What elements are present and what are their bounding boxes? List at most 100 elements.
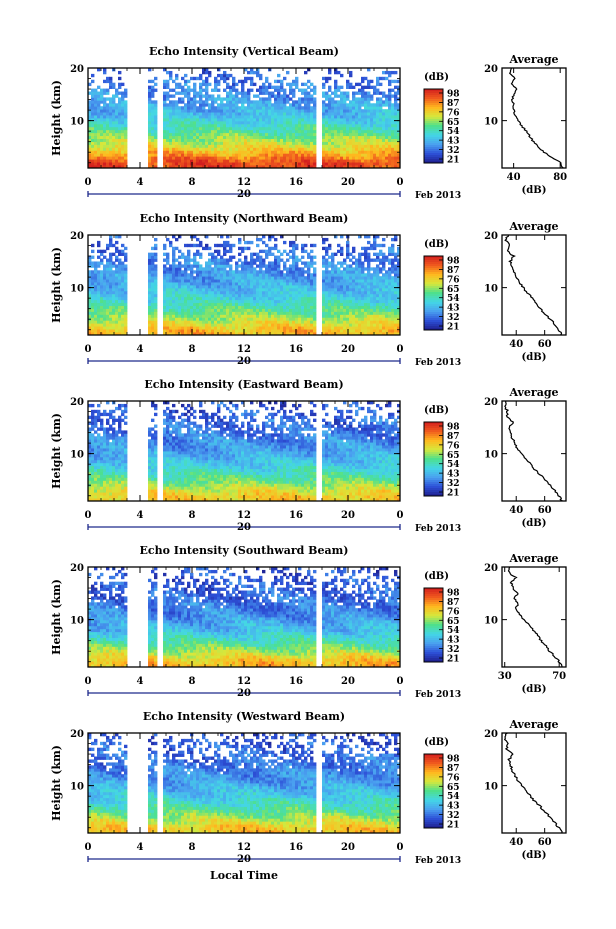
heatmap-cell (376, 141, 380, 145)
heatmap-cell (115, 129, 119, 134)
heatmap-cell (325, 258, 329, 262)
heatmap-cell (106, 106, 110, 110)
heatmap-cell (280, 162, 284, 166)
heatmap-cell (325, 94, 329, 98)
heatmap-cell (241, 82, 245, 87)
heatmap-cell (256, 162, 260, 166)
heatmap-cell (310, 290, 314, 295)
heatmap-cell (214, 135, 218, 139)
heatmap-cell (109, 115, 113, 119)
heatmap-cell (106, 320, 110, 324)
heatmap-cell (376, 129, 380, 134)
heatmap-cell (205, 115, 209, 119)
heatmap-cell (280, 120, 284, 125)
heatmap-cell (187, 153, 191, 157)
heatmap-cell (190, 100, 194, 104)
heatmap-cell (388, 97, 392, 101)
heatmap-cell (244, 100, 248, 104)
heatmap-cell (328, 132, 332, 137)
heatmap-cell (148, 279, 152, 283)
heatmap-cell (283, 287, 287, 292)
heatmap-cell (325, 115, 329, 119)
heatmap-cell (304, 106, 308, 110)
heatmap-cell (106, 323, 110, 327)
heatmap-cell (109, 296, 113, 301)
heatmap-cell (259, 329, 263, 333)
heatmap-cell (292, 126, 296, 131)
heatmap-cell (250, 282, 254, 286)
heatmap-cell (91, 73, 95, 78)
heatmap-cell (310, 144, 314, 148)
heatmap-cell (346, 138, 350, 142)
heatmap-cell (196, 323, 200, 327)
heatmap-cell (211, 100, 215, 104)
heatmap-cell (367, 129, 371, 134)
heatmap-cell (244, 147, 248, 151)
heatmap-cell (259, 314, 263, 318)
heatmap-cell (100, 270, 104, 274)
heatmap-cell (178, 82, 182, 87)
heatmap-cell (226, 240, 230, 245)
heatmap-cell (214, 132, 218, 137)
heatmap-cell (97, 165, 101, 169)
heatmap-cell (304, 94, 308, 98)
heatmap-cell (340, 293, 344, 298)
heatmap-cell (352, 282, 356, 286)
colorbar-segment (424, 101, 443, 104)
heatmap-cell (289, 88, 293, 92)
heatmap-cell (100, 138, 104, 142)
heatmap-cell (283, 88, 287, 92)
heatmap-cell (337, 106, 341, 110)
heatmap-cell (388, 126, 392, 131)
heatmap-cell (367, 141, 371, 145)
heatmap-cell (256, 150, 260, 154)
heatmap-cell (277, 156, 281, 160)
heatmap-cell (367, 120, 371, 125)
heatmap-cell (193, 235, 197, 239)
heatmap-cell (301, 276, 305, 280)
heatmap-cell (397, 103, 401, 107)
heatmap-cell (382, 138, 386, 142)
heatmap-cell (337, 135, 341, 139)
heatmap-cell (361, 144, 365, 148)
heatmap-cell (253, 293, 257, 298)
heatmap-cell (118, 120, 122, 125)
heatmap-cell (196, 299, 200, 304)
heatmap-cell (115, 91, 119, 95)
heatmap-cell (259, 258, 263, 262)
heatmap-cell (112, 94, 116, 98)
heatmap-cell (238, 317, 242, 321)
heatmap-cell (322, 246, 326, 251)
heatmap-cell (376, 162, 380, 166)
heatmap-cell (334, 317, 338, 321)
heatmap-cell (313, 261, 317, 265)
heatmap-cell (166, 132, 170, 137)
heatmap-cell (274, 326, 278, 330)
heatmap-cell (88, 123, 92, 128)
heatmap-cell (250, 126, 254, 131)
heatmap-cell (337, 249, 341, 254)
heatmap-cell (154, 302, 158, 306)
heatmap-cell (211, 329, 215, 333)
heatmap-cell (238, 141, 242, 145)
heatmap-cell (271, 150, 275, 154)
heatmap-cell (199, 150, 203, 154)
heatmap-cell (226, 293, 230, 298)
heatmap-cell (112, 329, 116, 333)
heatmap-cell (88, 109, 92, 113)
heatmap-cell (232, 293, 236, 298)
heatmap-cell (325, 287, 329, 292)
heatmap-cell (202, 68, 206, 72)
heatmap-cell (244, 317, 248, 321)
heatmap-cell (253, 94, 257, 98)
heatmap-cell (283, 326, 287, 330)
heatmap-cell (106, 279, 110, 283)
heatmap-cell (94, 118, 98, 122)
heatmap-cell (211, 302, 215, 306)
heatmap-cell (274, 243, 278, 248)
heatmap-cell (361, 290, 365, 295)
heatmap-cell (355, 282, 359, 286)
heatmap-cell (295, 100, 299, 104)
colorbar-segment (424, 151, 443, 154)
heatmap-cell (166, 141, 170, 145)
